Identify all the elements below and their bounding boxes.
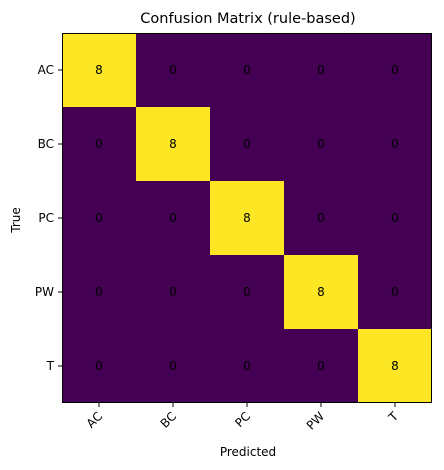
- heatmap-cell: [284, 107, 358, 181]
- cell-value-label: 0: [243, 63, 251, 77]
- y-tick-label: T: [46, 359, 55, 373]
- heatmap-cell: [62, 255, 136, 329]
- cell-value-label: 0: [317, 359, 325, 373]
- heatmap-cell: [62, 33, 136, 107]
- cell-value-label: 0: [391, 211, 399, 225]
- heatmap-cell: [358, 255, 432, 329]
- x-tick-label: T: [385, 409, 401, 425]
- cell-value-label: 0: [243, 285, 251, 299]
- cell-value-label: 8: [95, 63, 103, 77]
- cell-value-label: 0: [391, 63, 399, 77]
- heatmap-cell: [358, 181, 432, 255]
- heatmap-cell: [136, 255, 210, 329]
- chart-title: Confusion Matrix (rule-based): [140, 11, 355, 27]
- heatmap-cell: [136, 181, 210, 255]
- y-tick-label: BC: [38, 137, 54, 151]
- heatmap-cell: [62, 107, 136, 181]
- cell-value-label: 0: [317, 211, 325, 225]
- heatmap-cell: [284, 33, 358, 107]
- x-tick-label: BC: [158, 409, 180, 431]
- cell-value-label: 0: [391, 285, 399, 299]
- x-axis-ticks: AC BC PC PW T: [84, 403, 402, 433]
- y-axis-ticks: AC BC PC PW T: [35, 63, 62, 373]
- cell-value-label: 0: [243, 359, 251, 373]
- heatmap-cell: [284, 329, 358, 403]
- heatmap-cell: [358, 33, 432, 107]
- x-tick-label: PC: [232, 409, 253, 430]
- cell-value-label: 8: [391, 359, 399, 373]
- heatmap-cell: [136, 33, 210, 107]
- y-tick-label: PC: [38, 211, 54, 225]
- cell-value-label: 0: [169, 63, 177, 77]
- heatmap-cell: [62, 181, 136, 255]
- heatmap-cell: [358, 107, 432, 181]
- cell-value-label: 0: [169, 285, 177, 299]
- heatmap-cell: [284, 181, 358, 255]
- y-axis-label: True: [9, 207, 23, 234]
- plot-frame: [62, 33, 432, 403]
- cell-value-label: 0: [317, 63, 325, 77]
- heatmap-cell: [210, 107, 284, 181]
- heatmap-cell: [210, 181, 284, 255]
- cell-value-label: 8: [317, 285, 325, 299]
- heatmap-cells: [62, 33, 432, 403]
- x-tick-label: AC: [84, 409, 105, 430]
- cell-value-label: 8: [169, 137, 177, 151]
- heatmap-cell: [210, 329, 284, 403]
- cell-value-label: 0: [391, 137, 399, 151]
- cell-value-label: 0: [169, 211, 177, 225]
- heatmap-cell: [358, 329, 432, 403]
- cell-value-label: 0: [95, 285, 103, 299]
- y-tick-label: PW: [35, 285, 54, 299]
- cell-value-label: 0: [95, 211, 103, 225]
- heatmap-cell: [210, 255, 284, 329]
- cell-value-label: 0: [169, 359, 177, 373]
- cell-value-label: 0: [243, 137, 251, 151]
- y-tick-label: AC: [38, 63, 54, 77]
- heatmap-cell: [210, 33, 284, 107]
- heatmap-cell: [62, 329, 136, 403]
- heatmap-cell: [136, 329, 210, 403]
- cell-value-label: 0: [317, 137, 325, 151]
- cell-value-label: 8: [243, 211, 251, 225]
- cell-value-label: 0: [95, 137, 103, 151]
- x-tick-label: PW: [304, 409, 328, 433]
- cell-value-labels: 8 0 0 0 0 0 8 0 0 0 0 0 8 0 0 0 0 0 8 0 0 0 0 0 8: [95, 63, 399, 373]
- heatmap-cell: [284, 255, 358, 329]
- x-axis-label: Predicted: [220, 445, 276, 459]
- cell-value-label: 0: [95, 359, 103, 373]
- heatmap-cell: [136, 107, 210, 181]
